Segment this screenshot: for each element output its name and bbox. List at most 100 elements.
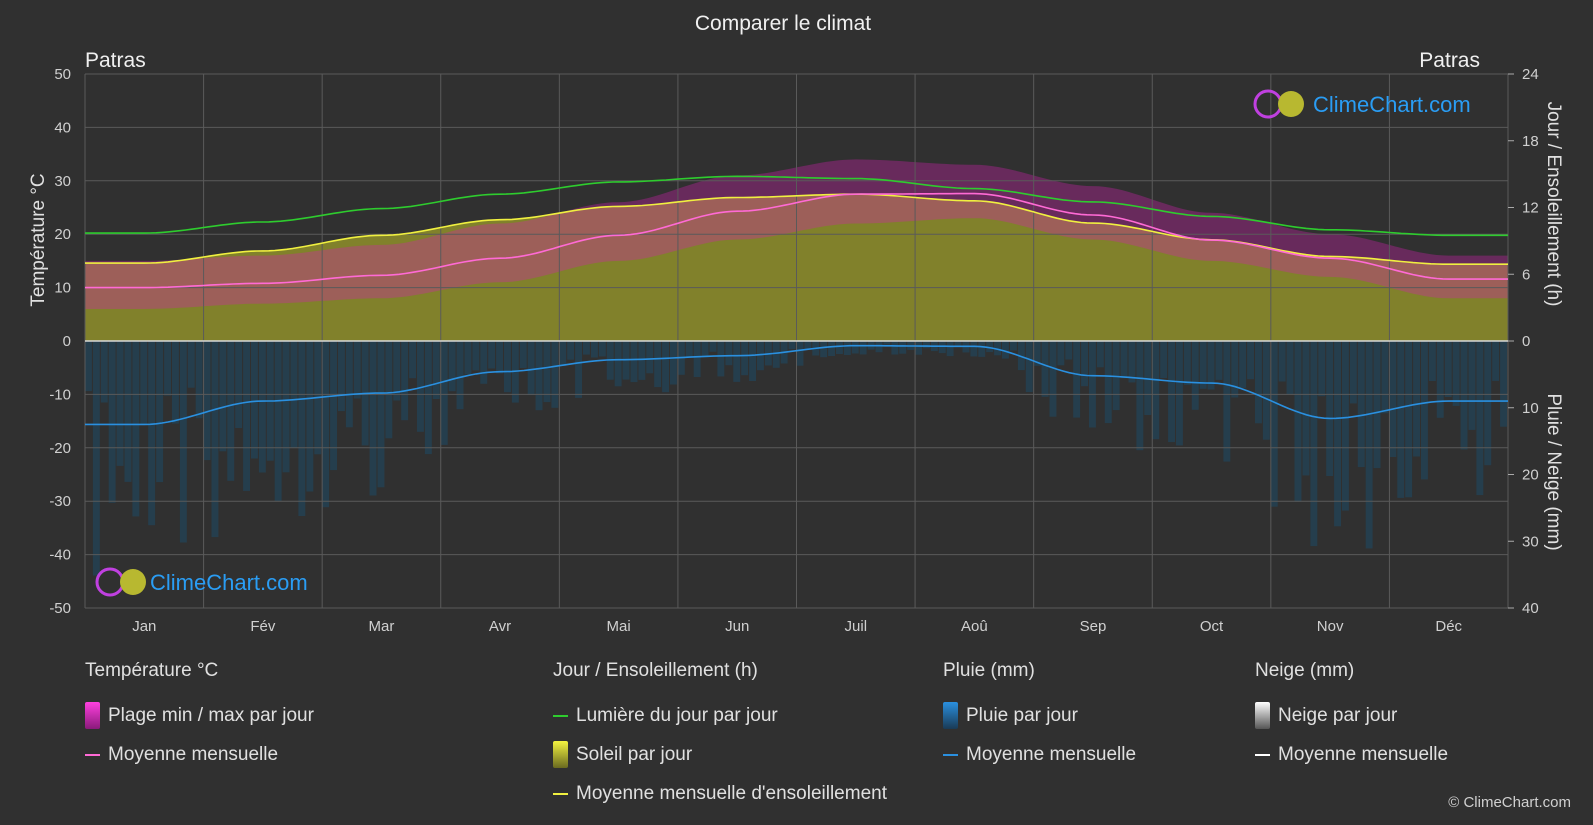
x-tick-label: Déc	[1435, 618, 1462, 635]
pink-line-icon	[85, 753, 100, 756]
rain-bar	[195, 341, 203, 419]
legend-label: Moyenne mensuelle d'ensoleillement	[576, 782, 887, 804]
rain-bar	[1065, 341, 1073, 360]
rain-bar	[1342, 341, 1349, 511]
y-right-bottom-tick-label: 30	[1522, 533, 1539, 550]
location-right: Patras	[1419, 49, 1480, 72]
y-left-tick-label: -40	[49, 547, 71, 564]
rain-bar	[1104, 341, 1112, 424]
rain-bar	[1176, 341, 1183, 446]
x-tick-label: Juil	[845, 618, 868, 635]
x-tick-label: Jun	[725, 618, 749, 635]
legend-item: Moyenne mensuelle	[85, 735, 314, 774]
legend-snow-title: Neige (mm)	[1255, 660, 1355, 681]
rain-bar	[140, 341, 148, 425]
chart-title: Comparer le climat	[695, 12, 871, 35]
rain-bar	[385, 341, 393, 439]
rain-bar	[614, 341, 622, 387]
legend-snow: Neige (mm) Neige par jour Moyenne mensue…	[1255, 660, 1448, 774]
rain-bar	[1112, 341, 1120, 411]
rain-bar	[828, 341, 835, 356]
rain-bar	[519, 341, 527, 368]
white-line-icon	[1255, 753, 1270, 756]
x-tick-label: Oct	[1200, 618, 1224, 635]
rain-bar	[567, 341, 575, 360]
rain-bar	[1128, 341, 1136, 383]
rain-bar	[701, 341, 709, 358]
rain-bar	[1278, 341, 1286, 382]
white-bar-icon	[1255, 702, 1270, 729]
legend-label: Plage min / max par jour	[108, 704, 314, 726]
rain-bar	[591, 341, 598, 358]
rain-bar	[1444, 341, 1452, 397]
blue-line-icon	[943, 753, 958, 756]
rain-bar	[1247, 341, 1254, 380]
y-left-tick-label: -10	[49, 386, 71, 403]
rain-bar	[1373, 341, 1381, 469]
legend-label: Moyenne mensuelle	[1278, 743, 1449, 765]
rain-bar	[630, 341, 638, 383]
legend-item: Moyenne mensuelle	[1255, 735, 1448, 774]
rain-bar	[915, 341, 922, 355]
rain-bar	[994, 341, 1001, 356]
rain-bar	[448, 341, 456, 392]
rain-bar	[1270, 341, 1278, 507]
rain-bar	[1286, 341, 1294, 394]
rain-bar	[1500, 341, 1507, 427]
rain-bar	[1476, 341, 1484, 496]
copyright: © ClimeChart.com	[1448, 794, 1571, 811]
rain-bar	[551, 341, 559, 408]
magenta-bar-icon	[85, 702, 100, 729]
y-left-tick-label: 10	[54, 280, 71, 297]
logo-ring-icon	[1253, 89, 1283, 119]
blue-bar-icon	[943, 702, 958, 729]
yellow-bar-icon	[553, 741, 568, 768]
rain-bar	[946, 341, 954, 357]
rain-bar	[1334, 341, 1341, 527]
y-right-bottom-tick-label: 20	[1522, 467, 1539, 484]
rain-bar	[1041, 341, 1049, 397]
rain-bar	[709, 341, 717, 352]
rain-bar	[654, 341, 662, 388]
rain-bar	[788, 341, 796, 350]
rain-bar	[583, 341, 590, 355]
rain-bar	[1049, 341, 1057, 417]
rain-bar	[1199, 341, 1207, 389]
rain-bar	[1168, 341, 1175, 443]
rain-bar	[227, 341, 235, 481]
rain-bar	[211, 341, 219, 538]
y-left-tick-label: -50	[49, 600, 71, 617]
legend-label: Moyenne mensuelle	[966, 743, 1137, 765]
rain-bar	[1389, 341, 1397, 457]
rain-bar	[1326, 341, 1334, 476]
y-right-top-tick-label: 12	[1522, 200, 1539, 217]
rain-bar	[1073, 341, 1081, 418]
y-right-top-tick-label: 6	[1522, 266, 1530, 283]
rain-bar	[741, 341, 749, 376]
temperature-mean-line	[85, 192, 1508, 289]
rain-bar	[258, 341, 266, 473]
y-right-bottom-label: Pluie / Neige (mm)	[1543, 393, 1564, 550]
legend-daylight-title: Jour / Ensoleillement (h)	[553, 660, 758, 681]
rain-bar	[424, 341, 432, 455]
grid	[84, 73, 1509, 609]
rain-bar	[638, 341, 646, 380]
legend-item: Moyenne mensuelle	[943, 735, 1136, 774]
rain-bar	[116, 341, 124, 466]
rain-bar	[432, 341, 440, 399]
y-left-tick-label: -30	[49, 493, 71, 510]
rain-bar	[662, 341, 669, 393]
logo-sun-icon	[120, 569, 146, 595]
logo-sun-icon	[1278, 91, 1304, 117]
rain-bar	[179, 341, 187, 543]
rain-bar	[393, 341, 401, 401]
watermark-bottom-text: ClimeChart.com	[150, 570, 308, 595]
location-left: Patras	[85, 49, 146, 72]
rain-bar	[757, 341, 764, 371]
rain-bar	[875, 341, 883, 353]
rain-mean-line	[85, 344, 1508, 426]
rain-bar	[820, 341, 828, 358]
rain-bar	[401, 341, 409, 421]
rain-bar	[1255, 341, 1262, 424]
rain-bar	[693, 341, 701, 377]
